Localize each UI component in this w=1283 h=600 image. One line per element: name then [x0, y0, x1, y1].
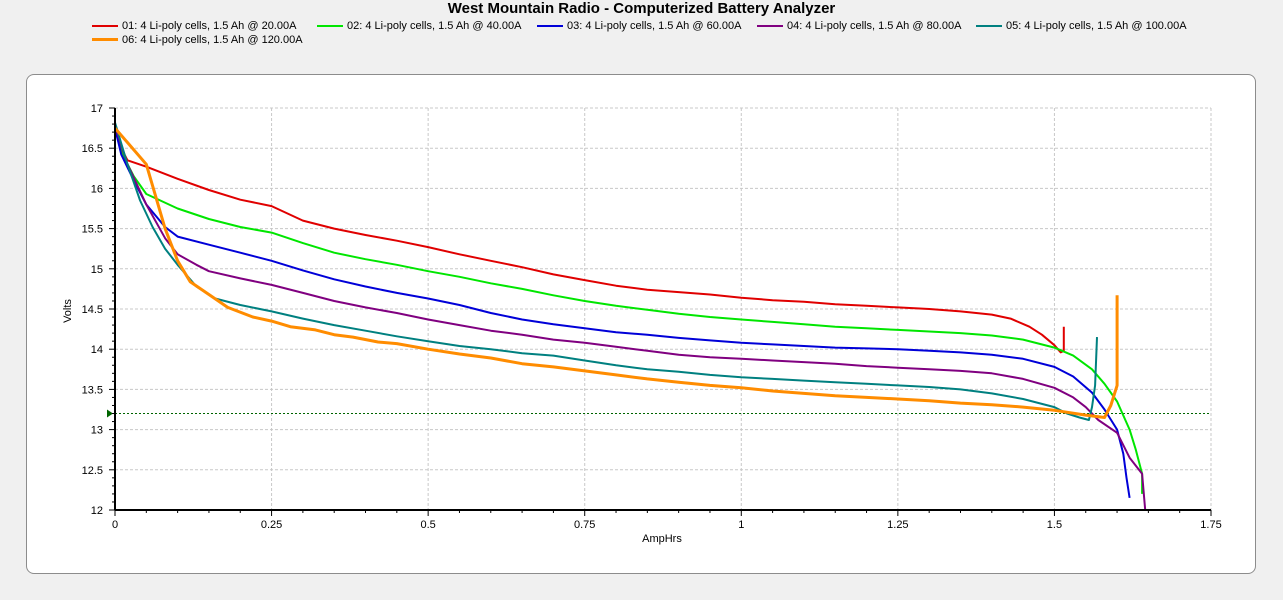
- legend-label: 05: 4 Li-poly cells, 1.5 Ah @ 100.00A: [1006, 20, 1187, 32]
- reference-line: [107, 409, 1211, 418]
- series-line-01: [114, 127, 1065, 354]
- legend-swatch: [757, 25, 783, 27]
- x-tick-label: 1.5: [1047, 519, 1062, 531]
- y-tick-label: 16.5: [82, 143, 103, 155]
- legend-label: 03: 4 Li-poly cells, 1.5 Ah @ 60.00A: [567, 20, 742, 32]
- legend-swatch: [537, 25, 563, 27]
- x-tick-label: 0: [112, 519, 118, 531]
- legend: 01: 4 Li-poly cells, 1.5 Ah @ 20.00A 02: …: [92, 19, 1242, 49]
- y-tick-label: 13: [91, 425, 103, 437]
- x-tick-label: 0.75: [574, 519, 595, 531]
- legend-label: 06: 4 Li-poly cells, 1.5 Ah @ 120.00A: [122, 34, 303, 46]
- grid: [115, 107, 1212, 510]
- x-tick-label: 1: [738, 519, 744, 531]
- series-group: [113, 122, 1147, 511]
- y-tick-label: 17: [91, 103, 103, 115]
- legend-label: 01: 4 Li-poly cells, 1.5 Ah @ 20.00A: [122, 20, 297, 32]
- legend-label: 04: 4 Li-poly cells, 1.5 Ah @ 80.00A: [787, 20, 962, 32]
- series-line-04: [114, 125, 1147, 511]
- y-tick-label: 14: [91, 344, 103, 356]
- legend-swatch: [92, 25, 118, 27]
- chart-title: West Mountain Radio - Computerized Batte…: [447, 0, 836, 17]
- y-tick-label: 12.5: [82, 465, 103, 477]
- series-line-05: [114, 122, 1098, 421]
- series-line-06: [113, 127, 1119, 419]
- y-tick-label: 16: [91, 183, 103, 195]
- plot-panel: 0 0.25 0.5 0.75 1 1.25 1.5 1.75 12 12.5 13 13.5 14 14…: [26, 74, 1256, 574]
- y-tick-label: 15: [91, 264, 103, 276]
- y-tick-label: 14.5: [82, 304, 103, 316]
- series-line-02: [114, 127, 1144, 494]
- threshold-marker-icon[interactable]: [107, 409, 113, 418]
- legend-swatch: [92, 38, 118, 41]
- series-line-03: [114, 127, 1131, 499]
- y-axis-label: Volts: [62, 299, 74, 323]
- x-tick-label: 0.25: [261, 519, 282, 531]
- y-tick-label: 12: [91, 505, 103, 517]
- y-tick-label: 15.5: [82, 224, 103, 236]
- legend-swatch: [976, 25, 1002, 27]
- axes: 0 0.25 0.5 0.75 1 1.25 1.5 1.75 12 12.5 13 13.5 14 14…: [82, 103, 1222, 531]
- y-tick-label: 13.5: [82, 384, 103, 396]
- plot-area: 0 0.25 0.5 0.75 1 1.25 1.5 1.75 12 12.5 13 13.5 14 14…: [62, 103, 1222, 545]
- x-tick-label: 1.25: [887, 519, 908, 531]
- x-axis-label: AmpHrs: [642, 533, 682, 545]
- x-tick-label: 1.75: [1200, 519, 1221, 531]
- legend-swatch: [317, 25, 343, 27]
- legend-label: 02: 4 Li-poly cells, 1.5 Ah @ 40.00A: [347, 20, 522, 32]
- x-tick-label: 0.5: [420, 519, 435, 531]
